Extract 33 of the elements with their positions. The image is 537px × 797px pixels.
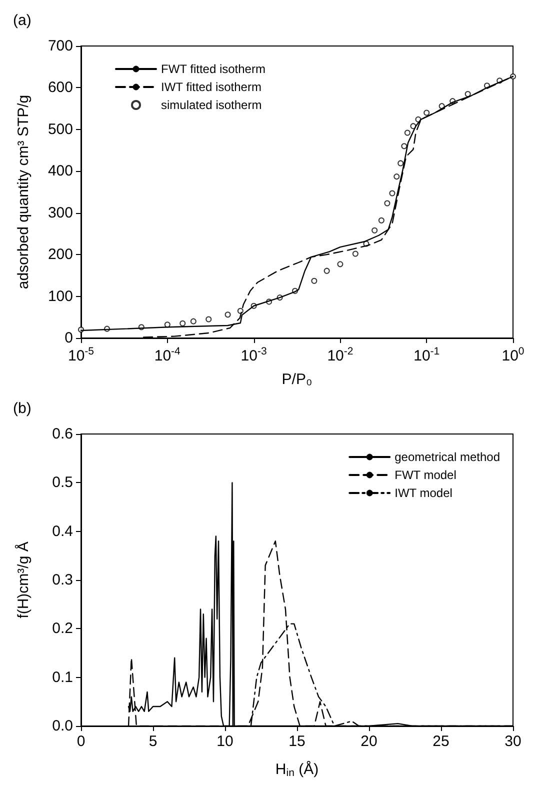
y-tick-label: 0.2 — [52, 620, 73, 638]
y-tick-label: 0.4 — [52, 522, 73, 540]
x-tick-label: 15 — [288, 733, 306, 750]
x-tick-label: 10 — [216, 733, 234, 750]
legend-label: FWT fitted isotherm — [161, 62, 266, 76]
y-tick-label: 0.6 — [52, 426, 73, 442]
legend-label: IWT fitted isotherm — [161, 80, 262, 94]
y-tick-label: 600 — [48, 79, 73, 96]
x-tick-label: 0 — [76, 733, 86, 750]
legend-label: geometrical method — [394, 450, 500, 464]
y-tick-label: 0.0 — [52, 718, 73, 734]
y-tick-label: 200 — [48, 246, 73, 264]
legend-label: simulated isotherm — [161, 98, 262, 112]
x-tick-label: 25 — [432, 733, 450, 750]
x-tick-label: 30 — [504, 733, 522, 750]
y-tick-label: 100 — [48, 288, 73, 305]
y-tick-label: 0.1 — [52, 668, 73, 686]
chart-title: (a) — [13, 12, 32, 29]
y-tick-label: 300 — [48, 204, 73, 222]
x-axis-title: P/P₀ — [282, 371, 312, 388]
y-tick-label: 700 — [48, 38, 73, 54]
y-axis-title: f(H)cm³/g Å — [14, 542, 32, 618]
y-tick-label: 500 — [48, 120, 73, 138]
y-tick-label: 400 — [48, 162, 73, 180]
legend-label: FWT model — [394, 468, 456, 482]
legend-label: IWT model — [394, 486, 452, 500]
y-axis-title: adsorbed quantity cm³ STP/g — [15, 94, 32, 290]
x-tick-label: 20 — [360, 733, 378, 750]
chart-title: (b) — [13, 400, 32, 417]
x-tick-label: 5 — [148, 733, 158, 750]
y-tick-label: 0.3 — [52, 572, 73, 588]
y-tick-label: 0 — [64, 330, 73, 346]
y-tick-label: 0.5 — [52, 474, 73, 492]
